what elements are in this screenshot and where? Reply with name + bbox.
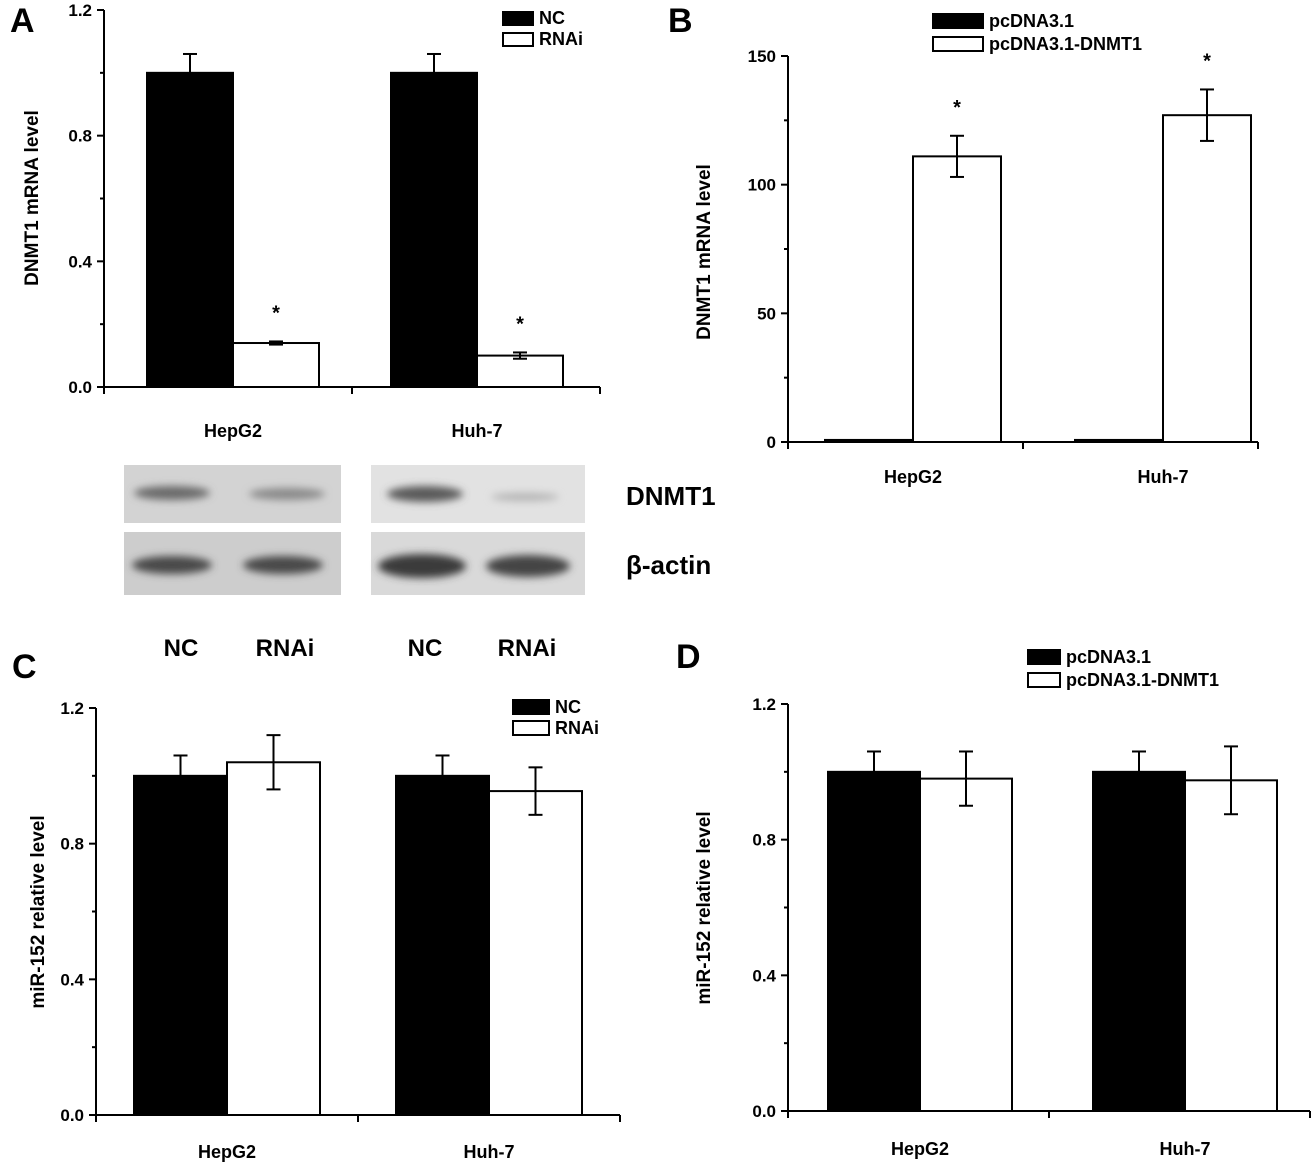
y-tick-label: 0.4: [68, 252, 92, 271]
y-tick-label: 1.2: [60, 699, 84, 718]
legend-label: pcDNA3.1-DNMT1: [1066, 670, 1219, 690]
y-tick-label: 0.4: [752, 966, 776, 985]
legend-label: pcDNA3.1: [1066, 647, 1151, 667]
legend-label: pcDNA3.1-DNMT1: [989, 34, 1142, 54]
bar: [1162, 114, 1252, 443]
legend-swatch: [1027, 672, 1061, 688]
legend-label: RNAi: [555, 718, 599, 738]
blot-label-dnmt1: DNMT1: [626, 481, 716, 511]
panel-label-a: A: [10, 2, 35, 40]
significance-mark: *: [953, 97, 961, 119]
blot-band: [491, 493, 559, 501]
y-tick-label: 1.2: [752, 695, 776, 714]
bar: [232, 342, 320, 388]
significance-mark: *: [272, 302, 280, 324]
x-tick-label: HepG2: [891, 1139, 949, 1159]
y-tick-label: 0.8: [752, 831, 776, 850]
x-tick-label: HepG2: [198, 1142, 256, 1162]
legend-swatch: [502, 11, 534, 26]
chart-b: * * 0 50 100 150 HepG2 Huh-7 DNMT1 mRNA level pcD…: [694, 11, 1259, 487]
x-tick-label: HepG2: [204, 421, 262, 441]
bar: [1184, 779, 1278, 1112]
bar: [488, 790, 583, 1116]
lane-label-rnai-huh7: RNAi: [498, 635, 557, 662]
x-tick-label: Huh-7: [1138, 467, 1189, 487]
bar: [1092, 770, 1186, 1112]
y-tick-label: 1.2: [68, 1, 92, 20]
x-tick-label: Huh-7: [1160, 1139, 1211, 1159]
y-tick-label: 100: [748, 176, 776, 195]
chart-a: * * 0.0 0.4 0.8 1.2 HepG2 Huh-7 DNMT1 mRNA level…: [22, 1, 601, 441]
blot-band: [132, 556, 212, 574]
legend-swatch: [1027, 649, 1061, 665]
legend-label: RNAi: [539, 29, 583, 49]
legend-label: NC: [555, 697, 581, 717]
panel-label-b: B: [668, 2, 693, 40]
x-tick-label: HepG2: [884, 467, 942, 487]
y-tick-label: 50: [757, 304, 776, 323]
blot-label-actin: β-actin: [626, 550, 711, 580]
bar: [827, 770, 921, 1112]
lane-label-nc-hepg2: NC: [164, 635, 199, 662]
blot-band: [134, 486, 210, 500]
y-tick-label: 0.8: [60, 835, 84, 854]
blot-band: [378, 554, 466, 578]
bar: [146, 71, 234, 388]
y-tick-label: 0: [767, 433, 776, 452]
blot-band: [387, 486, 463, 502]
y-axis-label: miR-152 relative level: [28, 815, 49, 1008]
western-blot: DNMT1 β-actin NC RNAi NC RNAi: [124, 465, 716, 662]
x-tick-label: Huh-7: [464, 1142, 515, 1162]
y-tick-label: 0.8: [68, 127, 92, 146]
legend-swatch: [502, 32, 534, 47]
lane-label-rnai-hepg2: RNAi: [256, 635, 315, 662]
legend-label: pcDNA3.1: [989, 11, 1074, 31]
bar: [133, 774, 228, 1116]
blot-band: [243, 556, 323, 574]
legend-swatch: [932, 13, 984, 29]
bar: [476, 354, 564, 389]
blot-band: [249, 488, 325, 500]
legend-label: NC: [539, 8, 565, 28]
significance-mark: *: [516, 313, 524, 335]
y-axis-label: DNMT1 mRNA level: [22, 110, 43, 286]
panel-label-c: C: [12, 648, 37, 686]
lane-label-nc-huh7: NC: [408, 635, 443, 662]
bar: [395, 774, 490, 1116]
blot-band: [486, 555, 570, 577]
y-tick-label: 0.0: [60, 1106, 84, 1125]
chart-c: 0.0 0.4 0.8 1.2 HepG2 Huh-7 miR-152 relative l…: [28, 697, 621, 1162]
bar: [919, 777, 1013, 1112]
y-tick-label: 0.0: [68, 378, 92, 397]
chart-d: 0.0 0.4 0.8 1.2 HepG2 Huh-7 miR-152 relative l…: [694, 647, 1311, 1159]
significance-mark: *: [1203, 50, 1211, 72]
panel-label-d: D: [676, 638, 701, 676]
bar: [390, 71, 478, 388]
bar: [226, 761, 321, 1116]
y-tick-label: 0.0: [752, 1102, 776, 1121]
y-axis-label: DNMT1 mRNA level: [694, 164, 715, 340]
legend-swatch: [512, 699, 550, 715]
legend-swatch: [512, 720, 550, 736]
y-tick-label: 150: [748, 47, 776, 66]
bar: [912, 155, 1002, 444]
legend-swatch: [932, 36, 984, 52]
y-tick-label: 0.4: [60, 970, 84, 989]
y-axis-label: miR-152 relative level: [694, 811, 715, 1004]
x-tick-label: Huh-7: [452, 421, 503, 441]
